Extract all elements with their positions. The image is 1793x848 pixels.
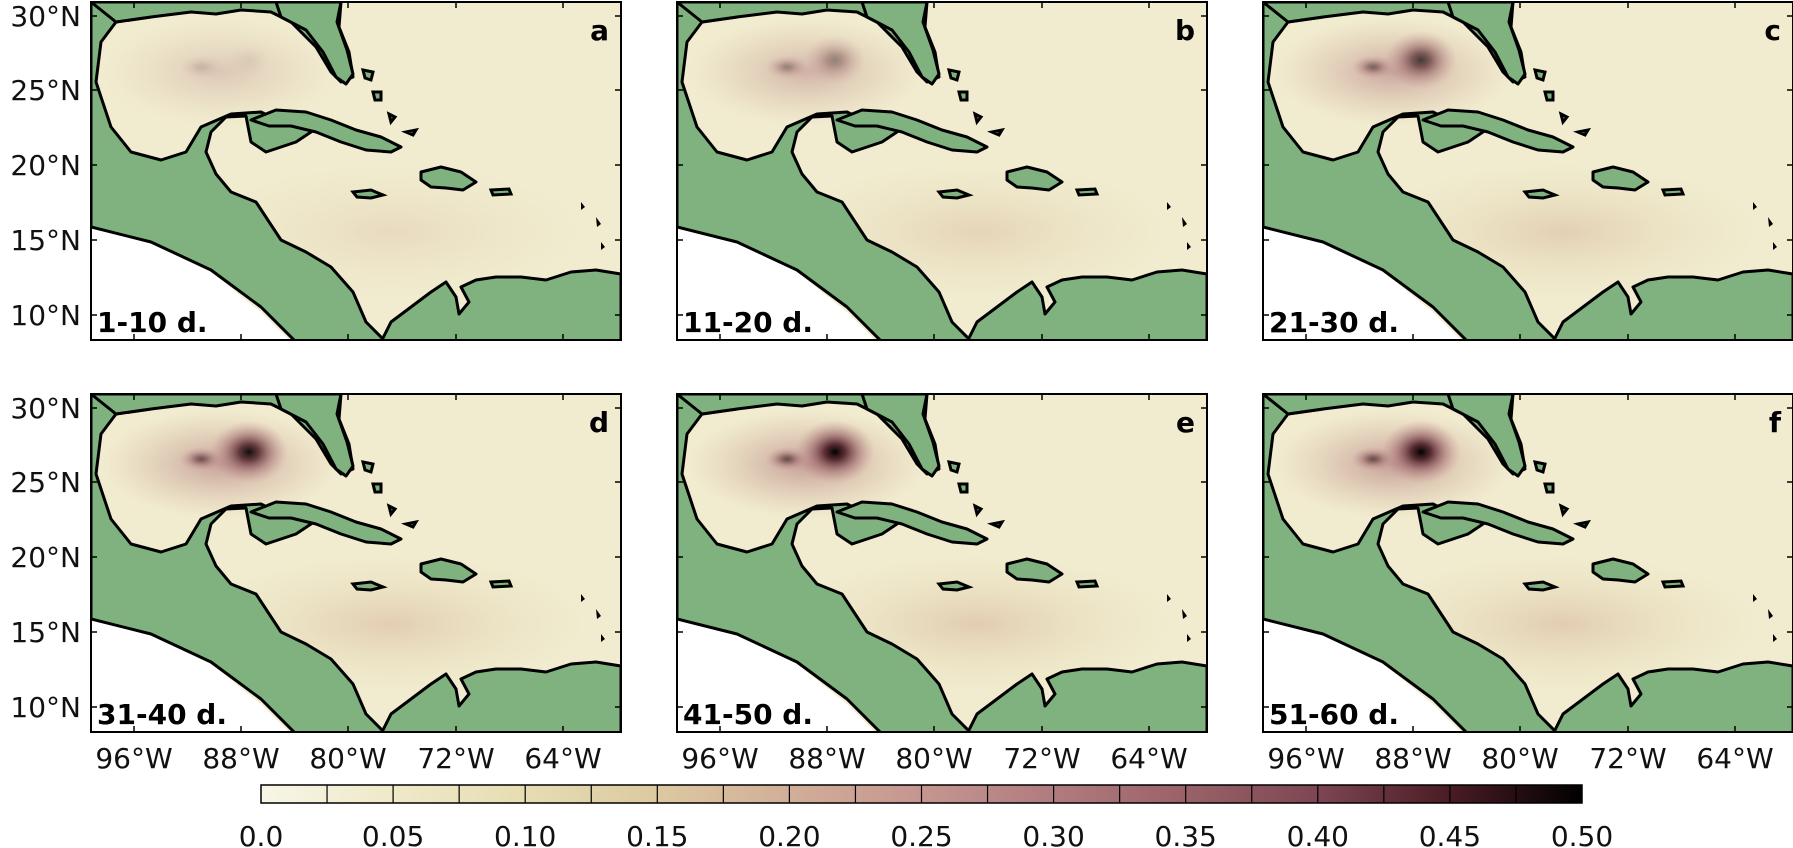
map-panel-e: e 41-50 d. 96°W 88°W 80°W 72°W 64°W: [676, 393, 1208, 775]
gulf-secondary-hotspot: [765, 447, 809, 471]
colorbar-ticks: [326, 785, 1517, 803]
lon-tick-label: 88°W: [1374, 742, 1451, 775]
panel-letter: a: [590, 14, 609, 47]
lat-tick-label: 15°N: [10, 224, 81, 257]
gulf-hotspot: [1384, 30, 1458, 90]
lon-tick-label: 72°W: [1003, 742, 1080, 775]
colorbar-tick-label: 0.50: [1551, 820, 1613, 848]
lon-tick-label: 80°W: [1481, 742, 1558, 775]
lon-tick-label: 88°W: [788, 742, 865, 775]
panel-letter: e: [1176, 406, 1195, 439]
lon-tick-label: 80°W: [895, 742, 972, 775]
panel-frame: [1262, 393, 1793, 733]
lon-tick-label: 96°W: [95, 742, 172, 775]
panel-frame: [676, 393, 1208, 733]
gulf-secondary-hotspot: [1351, 55, 1395, 79]
lon-tick-label: 64°W: [524, 742, 601, 775]
lat-tick-label: 10°N: [10, 691, 81, 724]
map-panel-f: f 51-60 d. 96°W 88°W 80°W 72°W 64°W: [1262, 393, 1793, 775]
gulf-hotspot: [803, 35, 867, 85]
gulf-secondary-hotspot: [179, 55, 223, 79]
lat-tick-label: 25°N: [10, 466, 81, 499]
lon-tick-label: 64°W: [1110, 742, 1187, 775]
lat-tick-label: 25°N: [10, 74, 81, 107]
gulf-secondary-hotspot: [765, 55, 809, 79]
period-label: 41-50 d.: [683, 698, 813, 731]
lat-tick-label: 15°N: [10, 616, 81, 649]
gulf-secondary-hotspot: [179, 447, 223, 471]
lat-tick-label: 30°N: [10, 0, 81, 33]
gulf-hotspot: [795, 420, 875, 484]
panel-frame: [90, 393, 622, 733]
lon-tick-label: 72°W: [1589, 742, 1666, 775]
colorbar-tick-label: 0.35: [1155, 820, 1217, 848]
lon-tick-label: 96°W: [681, 742, 758, 775]
colorbar-tick-label: 0.40: [1287, 820, 1349, 848]
colorbar-tick-label: 0.10: [494, 820, 556, 848]
gulf-secondary-hotspot: [1351, 447, 1395, 471]
lon-tick-label: 88°W: [202, 742, 279, 775]
map-panel-d: d 31-40 d. 30°N 25°N 20°N 15°N 10°N 96°W 88°W 80°…: [10, 392, 622, 775]
colorbar-tick-label: 0.05: [362, 820, 424, 848]
gulf-field: [687, 17, 927, 127]
panel-frame: [676, 1, 1208, 341]
panel-letter: b: [1175, 14, 1195, 47]
colorbar-tick-label: 0.30: [1022, 820, 1084, 848]
gulf-field: [101, 17, 341, 127]
gulf-hotspot: [209, 420, 289, 484]
map-panel-a: a 1-10 d. 30°N 25°N 20°N 15°N 10°N: [10, 0, 622, 341]
panel-letter: f: [1769, 406, 1782, 439]
colorbar: 0.0 0.05 0.10 0.15 0.20 0.25 0.30 0.35 0.40 0.45 0…: [239, 784, 1613, 848]
panel-frame: [1262, 1, 1793, 341]
map-panel-b: b 11-20 d.: [676, 1, 1208, 341]
gulf-hotspot: [225, 41, 273, 79]
lat-tick-label: 10°N: [10, 299, 81, 332]
colorbar-tick-label: 0.20: [758, 820, 820, 848]
gulf-hotspot: [1381, 420, 1461, 484]
panel-letter: c: [1764, 14, 1781, 47]
colorbar-tick-label: 0.25: [890, 820, 952, 848]
colorbar-tick-label: 0.45: [1419, 820, 1481, 848]
period-label: 11-20 d.: [683, 306, 813, 339]
period-label: 1-10 d.: [97, 306, 208, 339]
period-label: 31-40 d.: [97, 698, 227, 731]
colorbar-tick-label: 0.0: [239, 820, 284, 848]
period-label: 21-30 d.: [1269, 306, 1399, 339]
panel-frame: [90, 1, 622, 341]
lon-tick-label: 80°W: [309, 742, 386, 775]
lat-tick-label: 20°N: [10, 541, 81, 574]
lat-tick-label: 30°N: [10, 392, 81, 425]
lat-tick-label: 20°N: [10, 149, 81, 182]
period-label: 51-60 d.: [1269, 698, 1399, 731]
lon-tick-label: 64°W: [1696, 742, 1773, 775]
panel-letter: d: [589, 406, 609, 439]
lon-tick-label: 96°W: [1267, 742, 1344, 775]
lon-tick-label: 72°W: [417, 742, 494, 775]
map-panel-c: c 21-30 d.: [1262, 1, 1793, 341]
colorbar-tick-labels: 0.0 0.05 0.10 0.15 0.20 0.25 0.30 0.35 0.40 0.45 0…: [239, 820, 1613, 848]
colorbar-tick-label: 0.15: [626, 820, 688, 848]
